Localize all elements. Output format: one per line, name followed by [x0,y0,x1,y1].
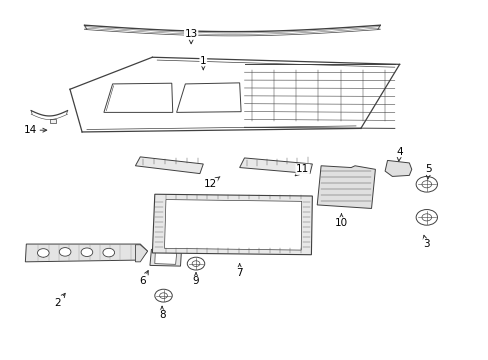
Text: 4: 4 [395,147,402,161]
Polygon shape [152,194,312,255]
Text: 5: 5 [425,164,431,179]
Text: 2: 2 [55,293,65,308]
Polygon shape [239,158,312,174]
Text: 7: 7 [236,264,243,278]
Text: 9: 9 [192,273,199,287]
Polygon shape [49,119,56,123]
Circle shape [102,248,114,257]
Text: 3: 3 [422,235,429,249]
Text: 14: 14 [23,125,47,135]
Polygon shape [317,166,375,208]
Polygon shape [164,199,301,250]
Polygon shape [150,249,181,266]
Polygon shape [135,157,203,174]
Polygon shape [176,83,241,112]
Circle shape [81,248,93,257]
Text: 10: 10 [334,214,347,228]
Circle shape [187,257,204,270]
Text: 6: 6 [139,271,148,287]
Polygon shape [385,161,411,176]
Circle shape [59,248,71,256]
Circle shape [155,289,172,302]
Circle shape [415,176,437,192]
Text: 8: 8 [159,306,165,320]
Text: 1: 1 [200,56,206,69]
Text: 13: 13 [184,29,197,44]
Polygon shape [25,244,147,262]
Polygon shape [135,245,147,262]
Polygon shape [155,252,176,264]
Text: 11: 11 [295,164,309,176]
Text: 12: 12 [203,177,220,189]
Circle shape [415,210,437,225]
Polygon shape [103,83,172,112]
Circle shape [38,249,49,257]
